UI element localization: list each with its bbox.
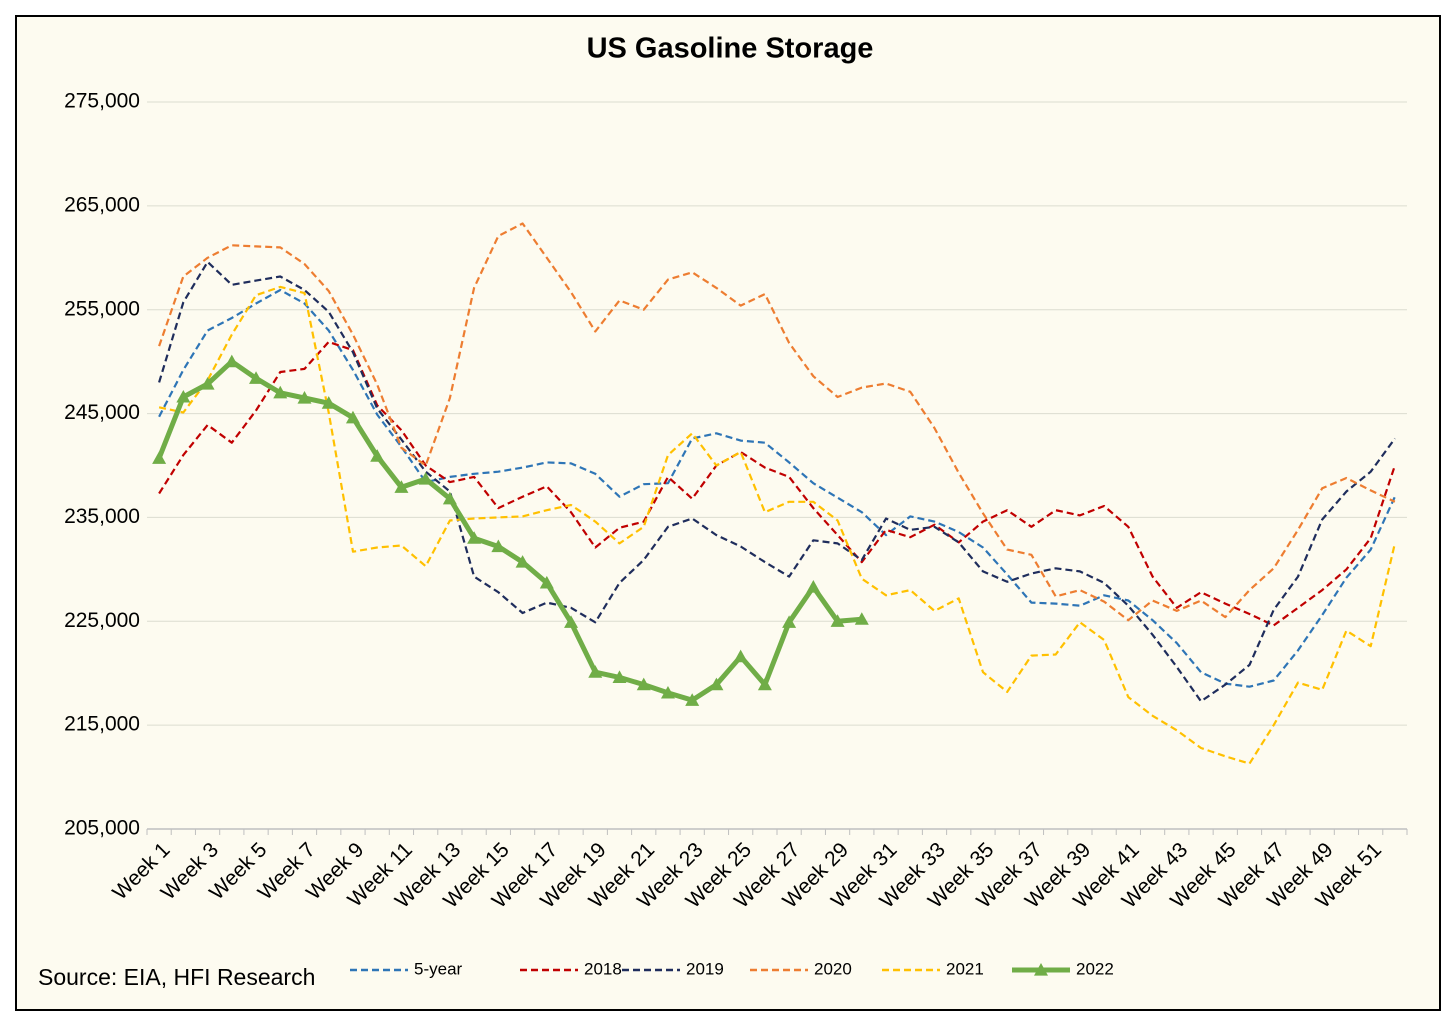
point-marker bbox=[806, 580, 821, 593]
legend-label: 2019 bbox=[686, 959, 724, 978]
point-marker bbox=[588, 665, 603, 678]
point-marker bbox=[249, 371, 264, 384]
point-marker bbox=[467, 531, 482, 544]
point-marker bbox=[370, 449, 385, 462]
y-tick-label: 275,000 bbox=[64, 90, 140, 113]
legend-label: 2020 bbox=[814, 959, 852, 978]
point-marker bbox=[854, 612, 869, 625]
y-tick-label: 215,000 bbox=[64, 713, 140, 736]
point-marker bbox=[273, 385, 288, 399]
point-marker bbox=[491, 539, 506, 553]
point-marker bbox=[685, 693, 700, 706]
series-line bbox=[158, 222, 1396, 622]
point-marker bbox=[418, 472, 433, 485]
point-marker bbox=[660, 685, 675, 699]
point-marker bbox=[636, 677, 651, 691]
point-marker bbox=[564, 615, 579, 628]
legend-label: 5-year bbox=[414, 959, 463, 978]
y-tick-label: 235,000 bbox=[64, 505, 140, 528]
legend-label: 2022 bbox=[1076, 959, 1114, 978]
legend-label: 2021 bbox=[946, 959, 984, 978]
chart-background bbox=[15, 15, 1441, 1011]
point-marker bbox=[442, 491, 457, 505]
point-marker bbox=[830, 614, 845, 627]
point-marker bbox=[782, 615, 797, 628]
series-line bbox=[158, 288, 1396, 688]
point-marker bbox=[515, 555, 530, 568]
y-tick-label: 265,000 bbox=[64, 193, 140, 216]
point-marker bbox=[345, 410, 360, 424]
point-marker bbox=[733, 649, 748, 663]
source-note: Source: EIA, HFI Research bbox=[38, 964, 315, 990]
y-tick-label: 245,000 bbox=[64, 401, 140, 424]
chart-title: US Gasoline Storage bbox=[587, 33, 874, 65]
series-line bbox=[158, 285, 1396, 765]
y-tick-label: 205,000 bbox=[64, 817, 140, 840]
y-tick-label: 255,000 bbox=[64, 297, 140, 320]
point-marker bbox=[224, 354, 239, 368]
y-tick-label: 225,000 bbox=[64, 609, 140, 632]
point-marker bbox=[152, 451, 167, 464]
legend-label: 2018 bbox=[584, 959, 622, 978]
point-marker bbox=[757, 677, 772, 691]
point-marker bbox=[176, 389, 191, 403]
point-marker bbox=[297, 390, 312, 404]
point-marker bbox=[321, 396, 336, 409]
point-marker bbox=[709, 677, 724, 691]
point-marker bbox=[394, 480, 409, 493]
series-line bbox=[158, 340, 1396, 627]
legend-marker bbox=[1034, 963, 1048, 976]
point-marker bbox=[200, 376, 215, 390]
point-marker bbox=[612, 670, 627, 683]
point-marker bbox=[539, 575, 554, 589]
